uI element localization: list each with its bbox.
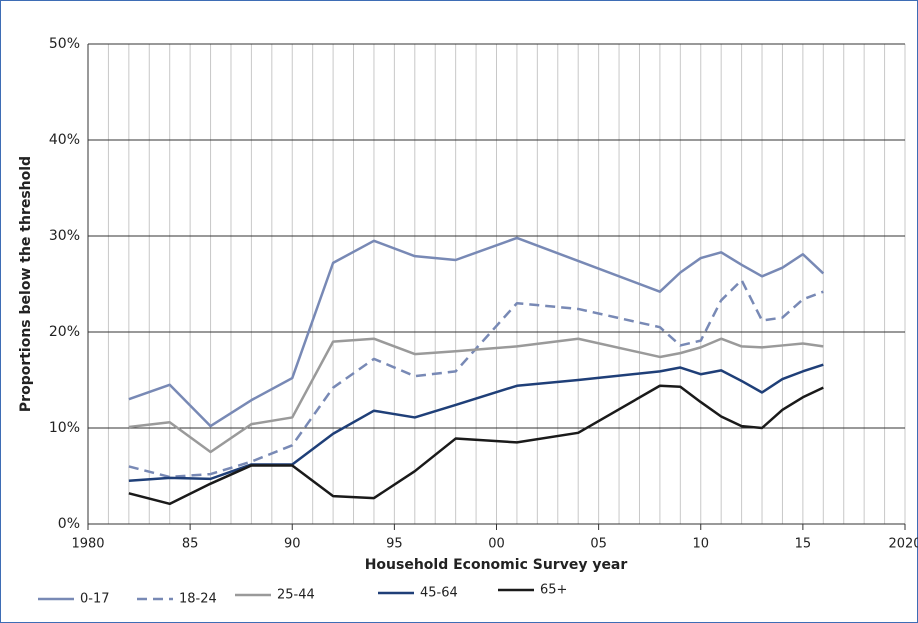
- x-tick-label: 10: [692, 537, 709, 552]
- x-tick-label: 15: [795, 537, 812, 552]
- x-tick-label: 1980: [71, 537, 104, 552]
- y-tick-label: 0%: [58, 516, 80, 532]
- series-line: [128, 278, 824, 479]
- x-tick-label: 00: [488, 537, 505, 552]
- legend-label: 65+: [540, 583, 567, 598]
- y-tick-label: 20%: [49, 324, 80, 340]
- legend-label: 0-17: [80, 592, 110, 607]
- legend-label: 18-24: [179, 592, 217, 607]
- series-line: [128, 384, 824, 506]
- x-tick-label: 2020: [888, 537, 918, 552]
- x-tick-label: 95: [386, 537, 403, 552]
- y-tick-label: 10%: [49, 420, 80, 436]
- y-tick-label: 30%: [49, 228, 80, 244]
- y-tick-label: 50%: [49, 36, 80, 52]
- y-tick-label: 40%: [49, 132, 80, 148]
- legend-label: 45-64: [420, 586, 458, 601]
- y-axis-title: Proportions below the threshold: [18, 156, 34, 412]
- x-axis-title: Household Economic Survey year: [365, 557, 628, 573]
- x-tick-label: 90: [284, 537, 301, 552]
- x-tick-label: 85: [182, 537, 199, 552]
- series-line: [128, 337, 824, 454]
- series-line: [128, 236, 825, 428]
- legend-label: 25-44: [277, 588, 315, 603]
- x-tick-label: 05: [590, 537, 607, 552]
